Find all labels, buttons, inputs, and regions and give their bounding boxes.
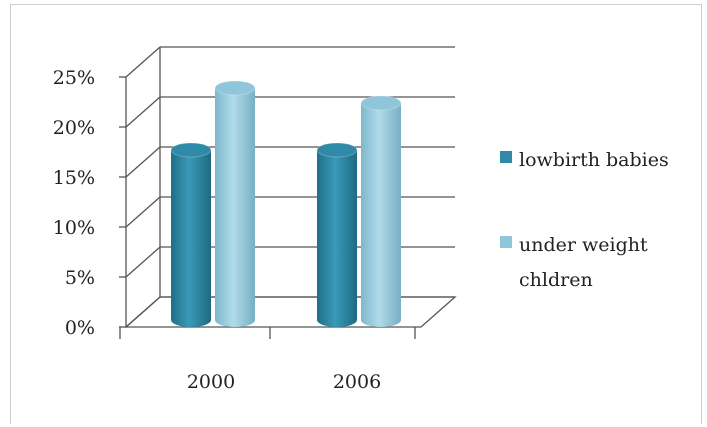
bar <box>316 142 358 327</box>
gridline-side <box>125 196 161 228</box>
y-tick-label: 25% <box>53 67 95 89</box>
legend: lowbirth babies under weight chldren <box>500 149 669 291</box>
bar <box>214 80 256 327</box>
y-tick-label: 15% <box>53 167 95 189</box>
axes <box>119 47 457 339</box>
legend-swatch <box>500 151 512 163</box>
y-tick-label: 10% <box>53 217 95 239</box>
y-tick-label: 0% <box>65 317 95 339</box>
legend-entry: under weight chldren <box>500 234 648 291</box>
gridline-side <box>125 46 161 78</box>
y-tick-label: 20% <box>53 117 95 139</box>
chart-floor <box>124 296 457 328</box>
gridline-side <box>125 146 161 178</box>
gridline-side <box>125 246 161 278</box>
bar <box>170 142 212 327</box>
x-tick-label: 2000 <box>187 371 235 393</box>
x-tick-label: 2006 <box>333 371 381 393</box>
bars <box>170 80 402 327</box>
legend-label: chldren <box>519 269 593 291</box>
tick-labels: 0% 5% 10% 15% 20% 25% 2000 2006 <box>53 67 381 393</box>
bar <box>360 95 402 327</box>
legend-swatch <box>500 236 512 248</box>
legend-label: lowbirth babies <box>519 149 669 171</box>
y-tick-label: 5% <box>65 267 95 289</box>
legend-entry: lowbirth babies <box>500 149 669 171</box>
chart-frame <box>10 4 702 424</box>
gridline-side <box>125 96 161 128</box>
legend-label: under weight <box>519 234 648 256</box>
